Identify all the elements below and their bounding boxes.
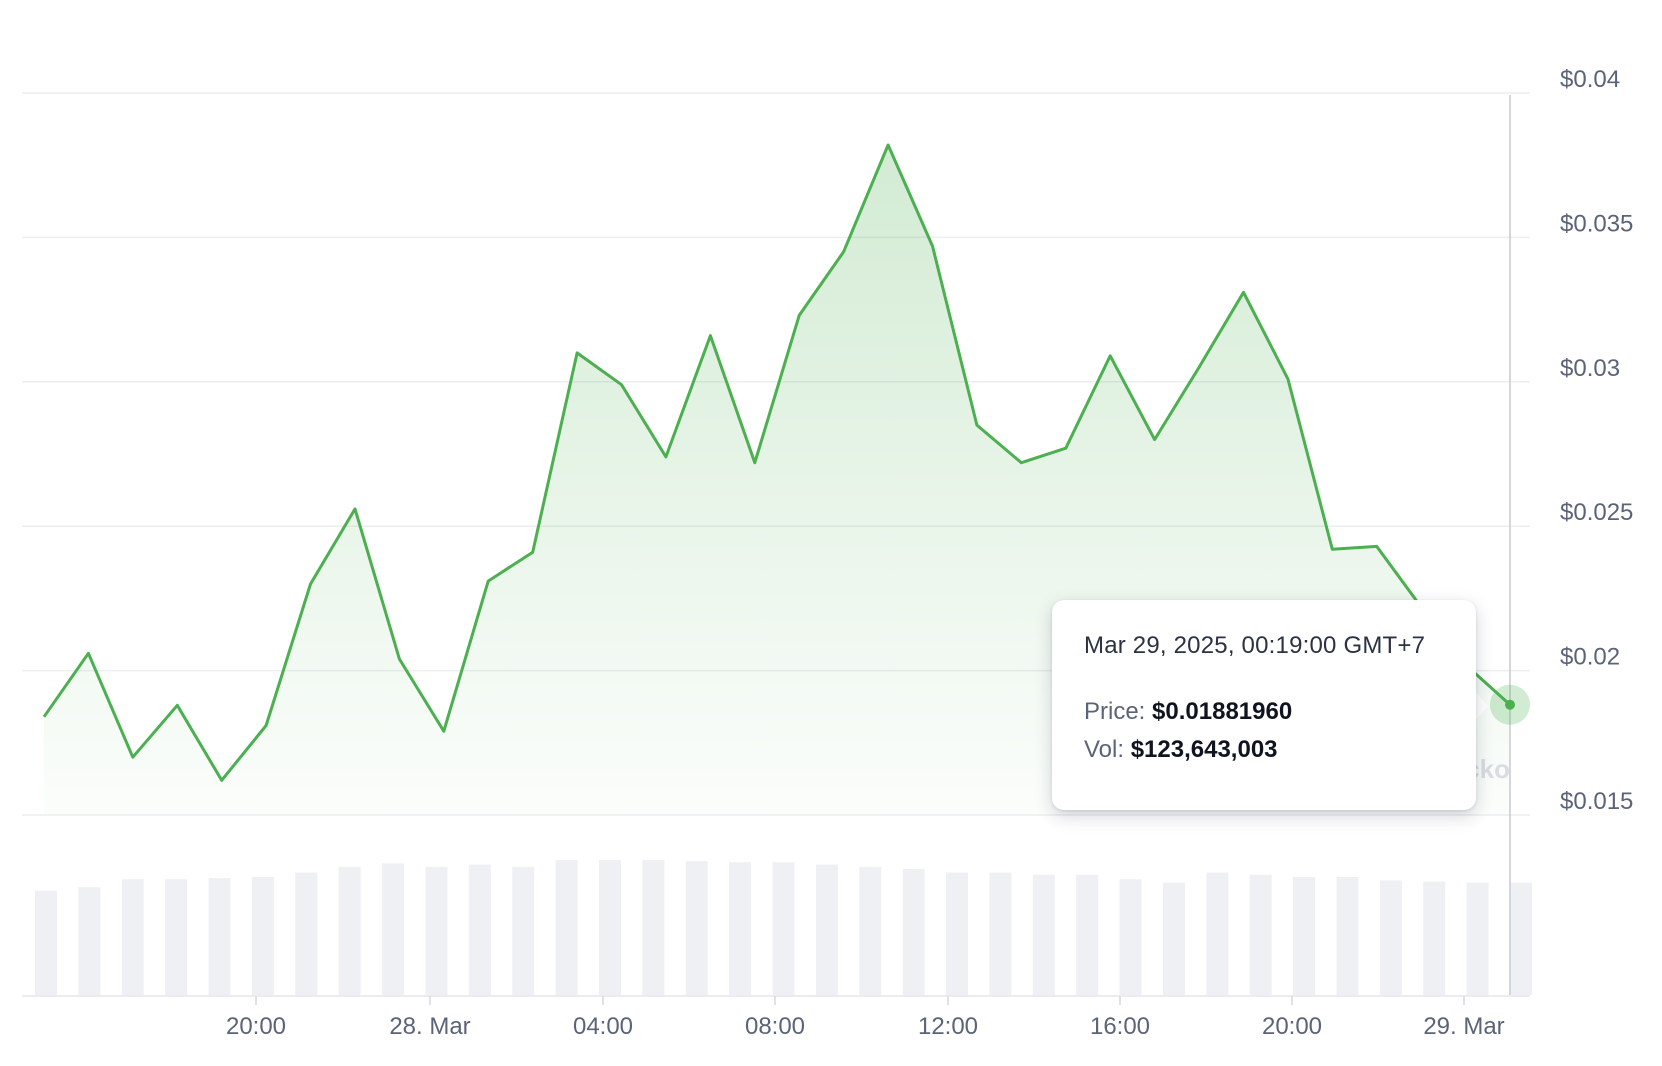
volume-bar xyxy=(598,860,621,995)
volume-bar xyxy=(1249,874,1272,995)
volume-bar xyxy=(815,864,838,995)
volume-bar xyxy=(1423,881,1446,995)
x-tick-label: 12:00 xyxy=(918,1013,978,1040)
volume-bar xyxy=(859,866,882,995)
volume-bars xyxy=(35,860,1532,995)
volume-bar xyxy=(1032,874,1055,995)
volume-bar xyxy=(946,872,969,995)
volume-bar xyxy=(1466,882,1489,995)
volume-bar xyxy=(382,863,405,995)
volume-bar xyxy=(338,866,361,995)
tooltip-vol-value: $123,643,003 xyxy=(1130,736,1278,763)
y-tick-label: $0.025 xyxy=(1560,499,1633,526)
x-tick-label: 16:00 xyxy=(1090,1013,1150,1040)
volume-bar xyxy=(165,879,188,995)
volume-bar xyxy=(772,862,795,995)
y-tick-label: $0.04 xyxy=(1560,66,1620,93)
y-axis-ticks: $0.015 $0.02 $0.025 $0.03 $0.035 $0.04 xyxy=(1560,66,1633,815)
volume-bar xyxy=(555,860,578,995)
volume-bar xyxy=(902,869,925,995)
y-tick-label: $0.03 xyxy=(1560,355,1620,382)
volume-bar xyxy=(425,866,448,995)
volume-bar xyxy=(1510,882,1532,995)
hover-marker-dot xyxy=(1505,699,1515,710)
tooltip-price-label: Price: xyxy=(1084,698,1146,725)
volume-bar xyxy=(35,890,57,995)
volume-bar xyxy=(295,872,318,995)
price-line-group xyxy=(42,143,1512,782)
tooltip-volume-row: Vol: $123,643,003 xyxy=(1084,736,1444,764)
volume-bar xyxy=(78,887,101,995)
tooltip-price-row: Price: $0.01881960 xyxy=(1084,698,1444,726)
y-tick-label: $0.015 xyxy=(1560,788,1633,815)
tooltip-arrow xyxy=(1472,688,1488,724)
volume-bar xyxy=(1336,877,1359,995)
x-tick-label: 28. Mar xyxy=(389,1013,470,1040)
volume-bar xyxy=(1379,880,1402,995)
volume-bar xyxy=(251,877,274,995)
x-tick-label: 20:00 xyxy=(1262,1013,1322,1040)
volume-bar xyxy=(1119,879,1142,995)
tooltip: Mar 29, 2025, 00:19:00 GMT+7 Price: $0.0… xyxy=(1052,600,1476,810)
x-tick-label: 29. Mar xyxy=(1423,1013,1504,1040)
volume-bar xyxy=(642,860,665,995)
y-tick-label: $0.02 xyxy=(1560,644,1620,671)
x-tick-label: 08:00 xyxy=(745,1013,805,1040)
hover-marker xyxy=(1490,684,1530,725)
volume-bar xyxy=(729,862,752,995)
volume-bar xyxy=(1206,872,1229,995)
volume-bar xyxy=(512,866,535,995)
tooltip-date: Mar 29, 2025, 00:19:00 GMT+7 xyxy=(1084,632,1426,659)
y-tick-label: $0.035 xyxy=(1560,210,1633,237)
price-line xyxy=(42,143,1512,782)
volume-bar xyxy=(121,879,144,995)
x-tick-label: 04:00 xyxy=(573,1013,633,1040)
volume-bar xyxy=(1162,882,1185,995)
tooltip-vol-label: Vol: xyxy=(1084,736,1125,763)
x-axis-ticks: 20:00 28. Mar 04:00 08:00 12:00 16:00 20:00 29.… xyxy=(226,996,1505,1040)
volume-bar xyxy=(989,872,1012,995)
volume-bar xyxy=(685,861,708,995)
tooltip-price-value: $0.01881960 xyxy=(1152,698,1293,725)
x-tick-label: 20:00 xyxy=(226,1013,286,1040)
volume-bar xyxy=(208,878,231,995)
volume-bar xyxy=(468,864,491,995)
volume-bar xyxy=(1293,877,1316,995)
volume-bar xyxy=(1076,874,1099,995)
